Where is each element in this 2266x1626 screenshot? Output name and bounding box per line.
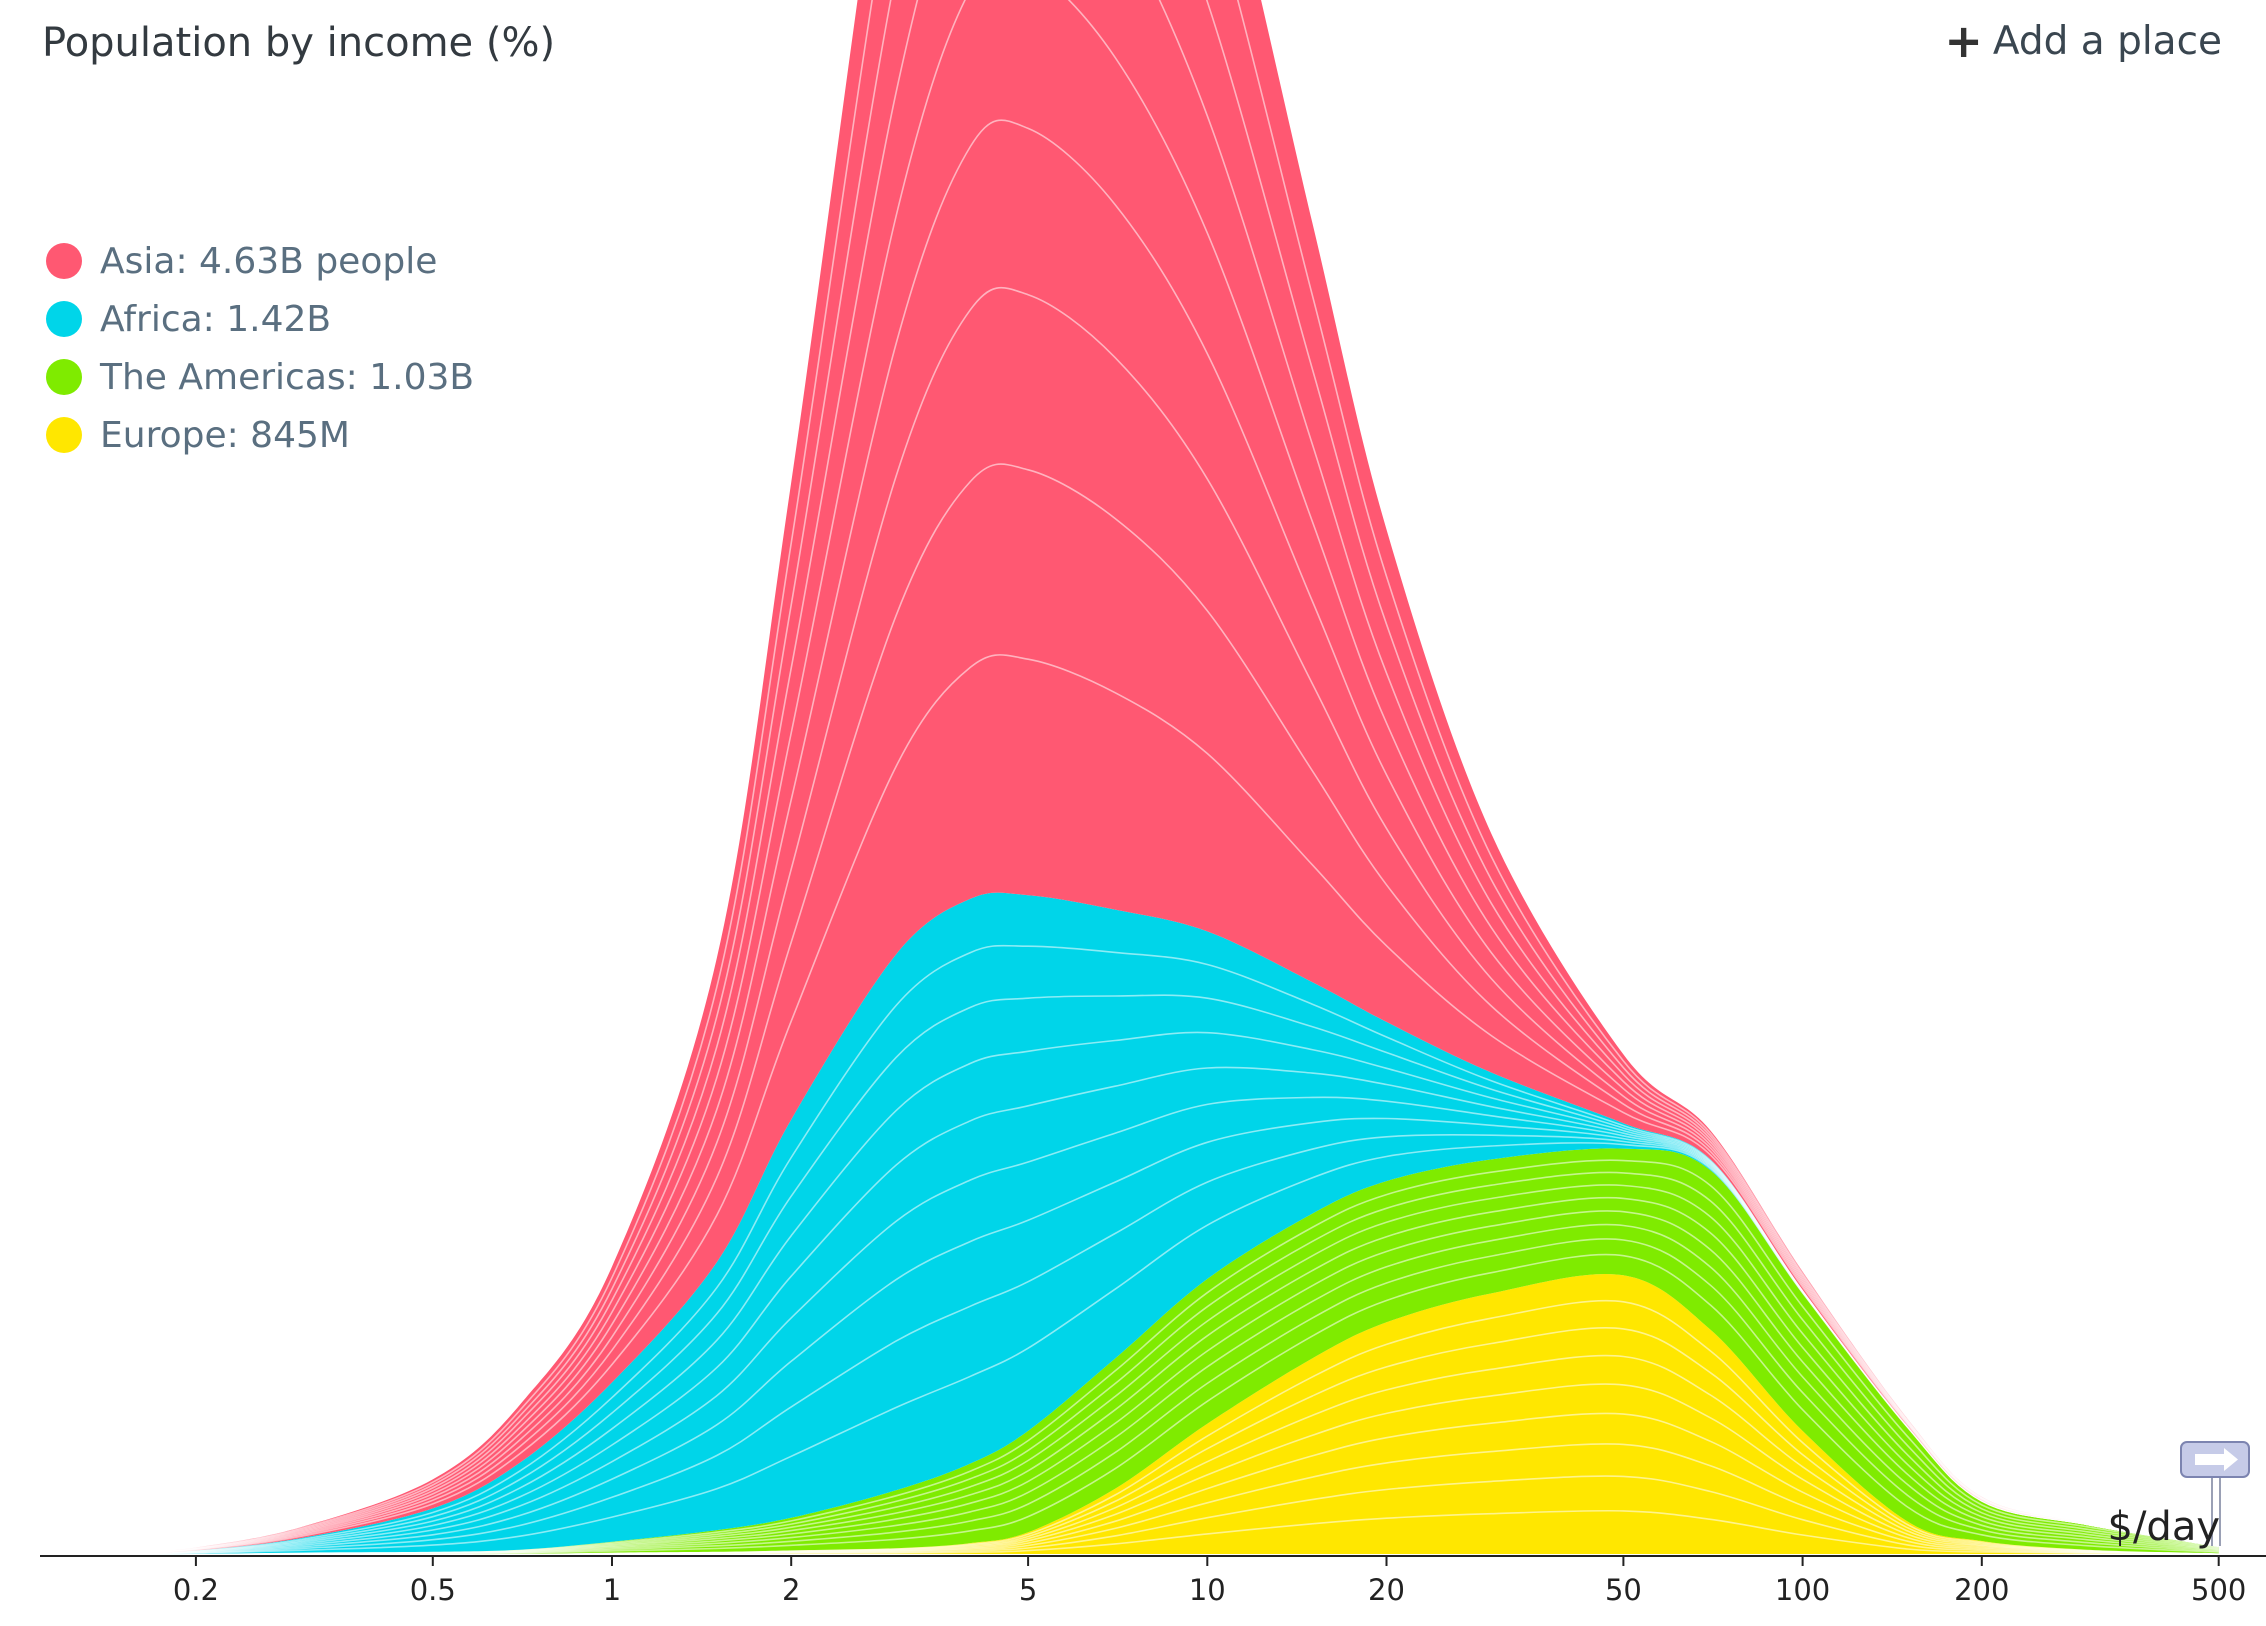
country-boundary-line (121, 0, 2219, 1555)
area-layer (121, 0, 2219, 1555)
x-tick-label: 500 (2191, 1573, 2246, 1607)
axis-scroll-handle[interactable] (2180, 1441, 2250, 1546)
country-boundary-line (121, 0, 2219, 1555)
legend: Asia: 4.63B people Africa: 1.42B The Ame… (46, 232, 474, 464)
arrow-right-icon (2195, 1448, 2238, 1471)
country-boundary-line (121, 0, 2219, 1555)
x-tick-label: 5 (1019, 1573, 1037, 1607)
country-boundary-line (121, 119, 2219, 1555)
country-boundary-line (121, 286, 2219, 1555)
add-place-label: Add a place (1992, 18, 2222, 64)
legend-item-asia[interactable]: Asia: 4.63B people (46, 232, 474, 290)
country-boundary-line (121, 1159, 2219, 1555)
legend-label-europe: Europe: 845M (100, 414, 350, 456)
x-tick-label: 200 (1954, 1573, 2009, 1607)
x-tick-label: 10 (1189, 1573, 1226, 1607)
x-axis-unit-label: $/day (2108, 1504, 2221, 1550)
x-axis-ticks: 0.2 0.5 1 2 5 10 20 50 100 200 500 (173, 1556, 2246, 1607)
x-tick-label: 1 (603, 1573, 621, 1607)
legend-label-asia: Asia: 4.63B people (100, 240, 438, 282)
x-tick-label: 2 (782, 1573, 800, 1607)
x-tick-label: 0.5 (410, 1573, 456, 1607)
legend-item-europe[interactable]: Europe: 845M (46, 406, 474, 464)
x-tick-label: 0.2 (173, 1573, 219, 1607)
area-asia[interactable] (121, 0, 2219, 1554)
x-tick-label: 20 (1368, 1573, 1405, 1607)
country-boundary-line (121, 463, 2219, 1555)
legend-label-africa: Africa: 1.42B (100, 298, 332, 340)
area-africa[interactable] (121, 892, 2219, 1555)
country-boundary-line (121, 654, 2219, 1555)
plus-icon: + (1944, 14, 1983, 68)
legend-item-americas[interactable]: The Americas: 1.03B (46, 348, 474, 406)
area-europe[interactable] (121, 1273, 2219, 1555)
add-place-button[interactable]: + Add a place (1944, 18, 2222, 64)
country-boundary-line (121, 944, 2219, 1555)
legend-label-americas: The Americas: 1.03B (100, 356, 475, 398)
country-boundary-line (121, 0, 2219, 1555)
legend-swatch-africa (46, 301, 82, 337)
legend-swatch-europe (46, 417, 82, 453)
legend-swatch-asia (46, 243, 82, 279)
legend-swatch-americas (46, 359, 82, 395)
x-tick-label: 50 (1605, 1573, 1642, 1607)
legend-item-africa[interactable]: Africa: 1.42B (46, 290, 474, 348)
chart-title: Population by income (%) (42, 20, 556, 66)
x-tick-label: 100 (1775, 1573, 1830, 1607)
